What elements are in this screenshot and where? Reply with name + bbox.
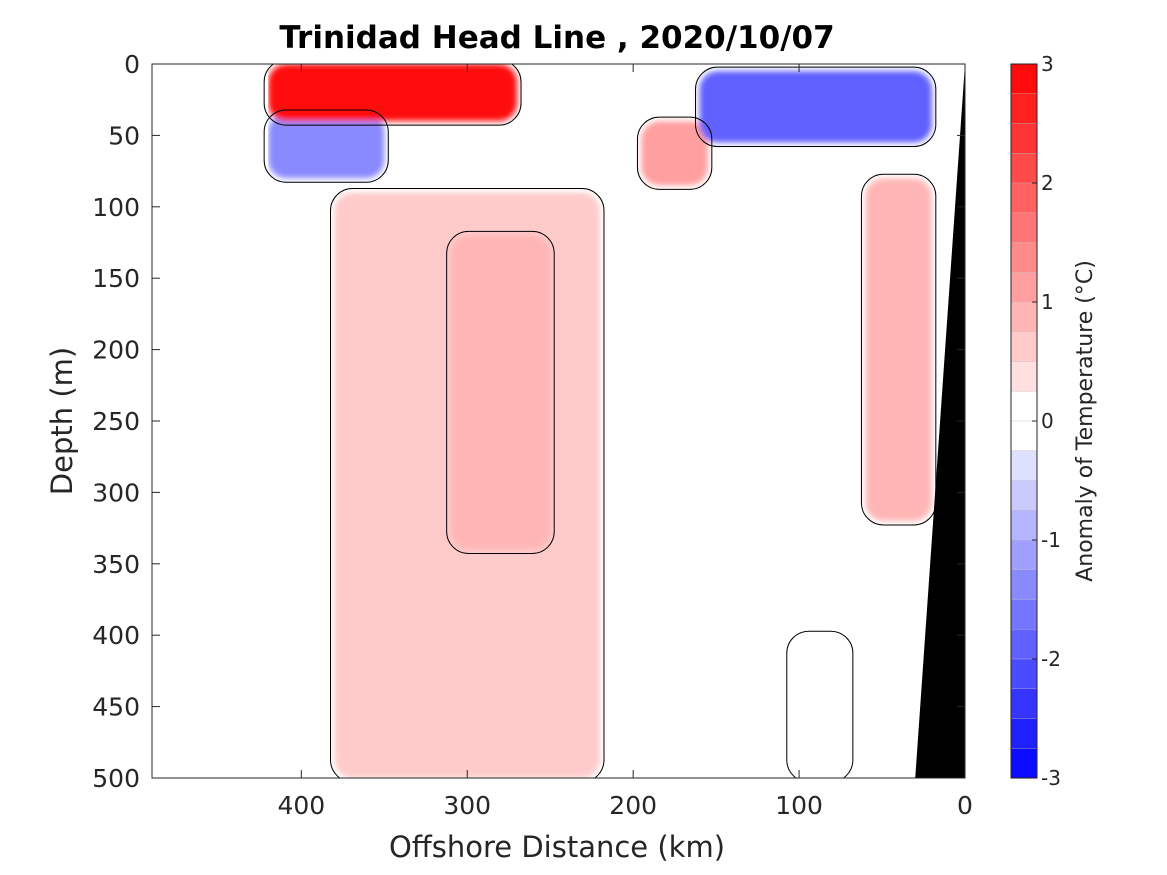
contour-cold-lens-west: [263, 109, 389, 183]
colorbar-band: [1010, 63, 1038, 95]
y-tick-label: 250: [92, 407, 140, 436]
y-axis: 0 50 100 150 200 250 300 350 400 450 500: [92, 50, 965, 793]
anomaly-field: [152, 64, 932, 778]
colorbar-band: [1010, 331, 1038, 363]
x-axis-label: Offshore Distance (km): [389, 830, 725, 864]
x-tick-label: 0: [957, 791, 973, 820]
colorbar-band: [1010, 212, 1038, 244]
colorbar-band: [1010, 718, 1038, 749]
colorbar-band: [1010, 748, 1038, 779]
colorbar-band: [1010, 450, 1038, 482]
colorbar-band: [1010, 658, 1038, 690]
field-region-warm-pocket: [641, 121, 708, 186]
y-tick-label: 450: [92, 693, 140, 722]
colorbar-band: [1010, 480, 1038, 511]
colorbar-band: [1010, 510, 1038, 541]
colorbar-band: [1010, 391, 1038, 422]
contour-cold-deep-patch: [786, 630, 854, 778]
colorbar-tick-label: 3: [1041, 52, 1054, 76]
contour-warm-pocket: [636, 116, 713, 190]
colorbar: 3 2 1 0 -1 -2 -3 Anomaly of Temperature (°C): [1010, 52, 1098, 790]
field-region-cold-lens-west: [268, 113, 385, 179]
colorbar-tick-label: 1: [1041, 290, 1054, 314]
colorbar-label: Anomaly of Temperature (°C): [1073, 260, 1098, 582]
field-region-warm-nearshore-column: [865, 178, 932, 521]
x-tick-label: 300: [443, 791, 491, 820]
colorbar-band: [1010, 688, 1038, 720]
plot-area: 400 300 200 100 0 0 50 100 150 200 250 300 350 400 45…: [92, 50, 973, 820]
y-tick-label: 150: [92, 264, 140, 293]
field-region-warm-core-deep: [450, 235, 551, 550]
x-axis: 400 300 200 100 0: [277, 64, 973, 820]
contour-warm-nearshore-column: [860, 173, 937, 526]
x-tick-label: 200: [609, 791, 657, 820]
y-tick-label: 0: [124, 50, 140, 79]
contour-cold-lens-east: [695, 66, 937, 148]
colorbar-band: [1010, 599, 1038, 630]
colorbar-band: [1010, 93, 1038, 125]
colorbar-band: [1010, 242, 1038, 273]
colorbar-band: [1010, 420, 1038, 452]
y-tick-label: 200: [92, 336, 140, 365]
field-region-warm-surface-core: [268, 64, 518, 122]
y-axis-label: Depth (m): [45, 347, 79, 495]
colorbar-tick-label: 0: [1041, 409, 1054, 433]
field-region-cold-deep-patch: [790, 635, 849, 778]
contour-warm-subsurface-plume: [330, 188, 605, 778]
y-tick-label: 400: [92, 621, 140, 650]
colorbar-tick-label: 2: [1041, 171, 1054, 195]
colorbar-band: [1010, 153, 1038, 184]
x-tick-label: 100: [775, 791, 823, 820]
y-tick-label: 500: [92, 764, 140, 793]
y-tick-label: 300: [92, 478, 140, 507]
colorbar-band: [1010, 301, 1038, 333]
y-tick-label: 350: [92, 550, 140, 579]
colorbar-band: [1010, 182, 1038, 214]
colorbar-band: [1010, 629, 1038, 660]
colorbar-tick-label: -3: [1041, 766, 1061, 790]
y-tick-label: 50: [108, 121, 140, 150]
colorbar-tick-label: -1: [1041, 528, 1061, 552]
colorbar-tick-label: -2: [1041, 647, 1061, 671]
colorbar-band: [1010, 123, 1038, 154]
colorbar-band: [1010, 569, 1038, 601]
colorbar-ticks: 3 2 1 0 -1 -2 -3: [1032, 52, 1061, 790]
field-region-cold-lens-east: [699, 71, 932, 143]
chart-title: Trinidad Head Line , 2020/10/07: [279, 20, 834, 56]
colorbar-band: [1010, 539, 1038, 571]
bathymetry-shelf: [915, 64, 965, 778]
no-data-region: [152, 64, 269, 778]
contour-warm-surface-core: [263, 64, 522, 126]
colorbar-band: [1010, 361, 1038, 392]
y-tick-label: 100: [92, 193, 140, 222]
contour-warm-core-deep: [446, 230, 555, 555]
colorbar-band: [1010, 272, 1038, 303]
zero-contours: [263, 64, 937, 778]
x-tick-label: 400: [277, 791, 325, 820]
